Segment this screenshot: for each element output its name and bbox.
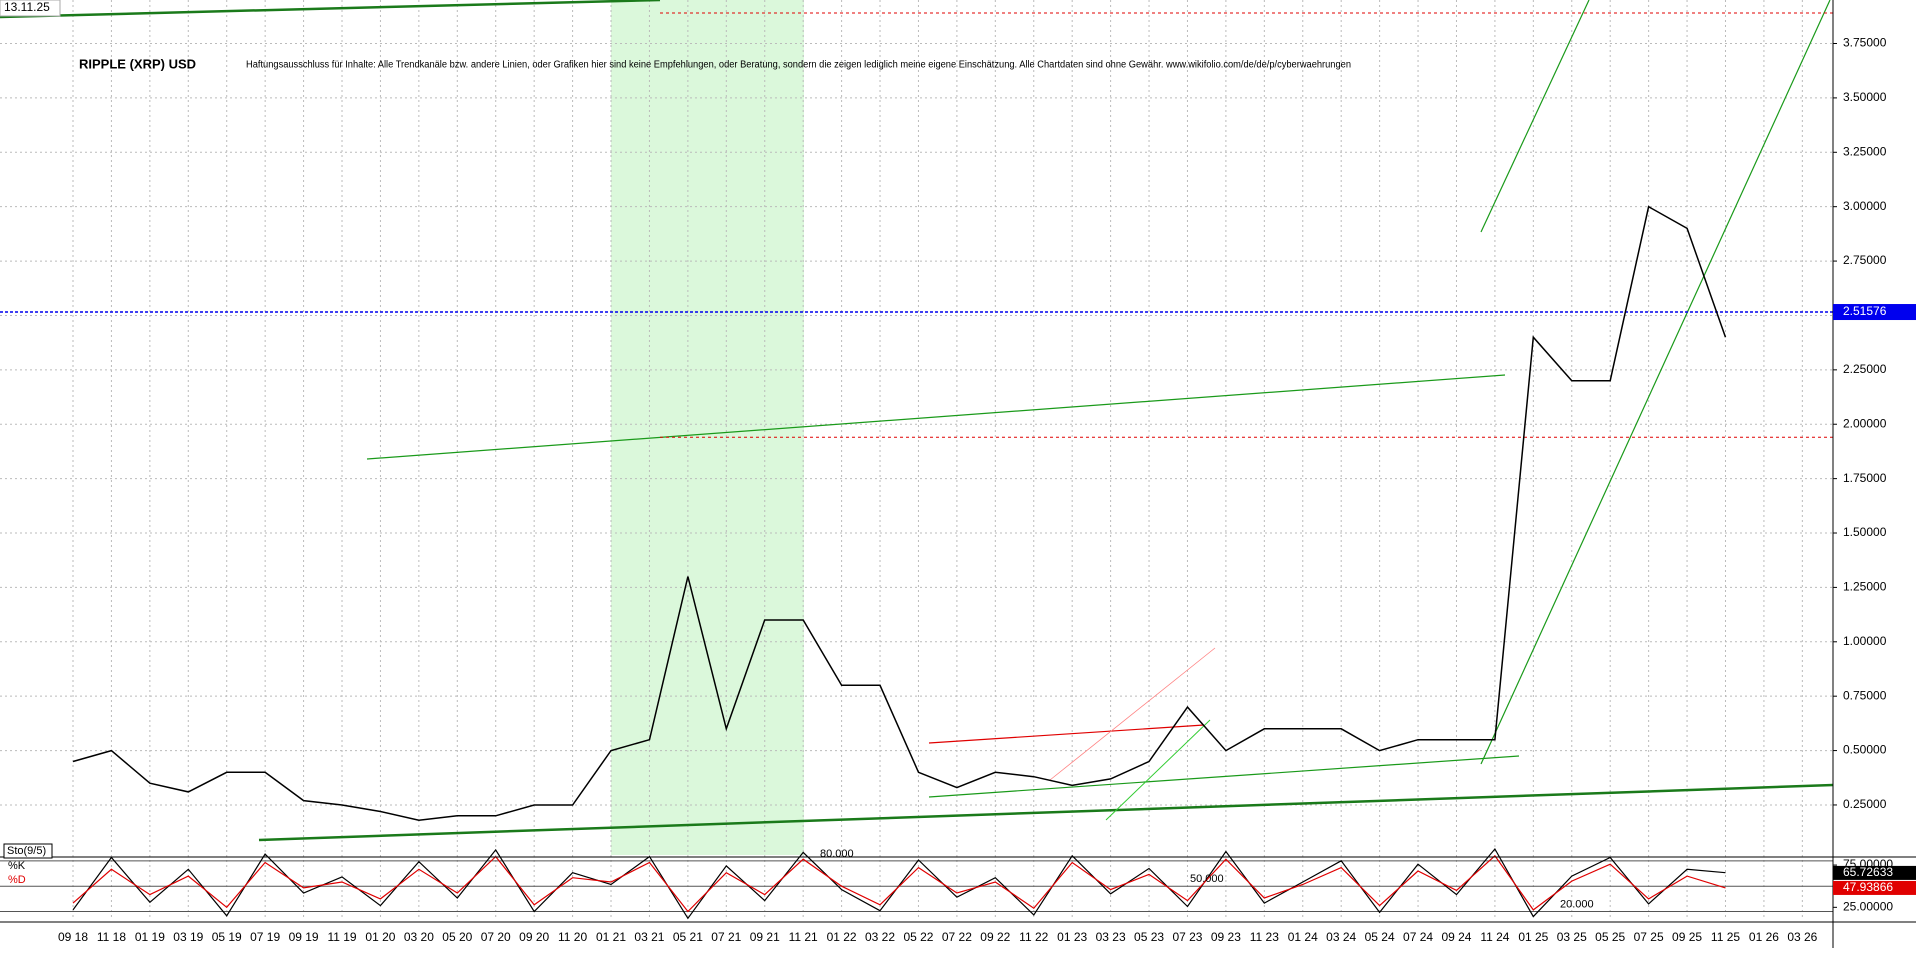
trend-line [928,755,1520,798]
chart-title: RIPPLE (XRP) USD [79,56,196,71]
x-tick-label: 01 19 [135,930,165,944]
legend-label: %D [8,874,26,886]
y-tick-label: 2.25000 [1843,362,1887,376]
x-tick-label: 01 22 [827,930,857,944]
readout-label: 65.72633 [1843,865,1893,879]
x-tick-label: 09 24 [1441,930,1471,944]
readout-label: 47.93866 [1843,880,1893,894]
x-tick-label: 09 20 [519,930,549,944]
x-tick-label: 05 19 [212,930,242,944]
y-tick-label: 1.25000 [1843,580,1887,594]
x-tick-label: 01 23 [1057,930,1087,944]
trend-lines [0,0,1834,842]
x-tick-label: 07 25 [1634,930,1664,944]
x-tick-label: 11 22 [1019,930,1048,944]
x-tick-label: 11 18 [97,930,126,944]
x-tick-label: 03 19 [173,930,203,944]
x-tick-label: 03 24 [1326,930,1356,944]
x-tick-label: 07 21 [711,930,741,944]
x-tick-label: 01 20 [365,930,395,944]
trend-line [0,0,661,19]
y-tick-label: 3.00000 [1843,199,1887,213]
x-tick-label: 01 24 [1288,930,1318,944]
x-tick-label: 03 23 [1096,930,1126,944]
readout-box [1833,880,1916,895]
series-line [72,854,1726,913]
x-tick-label: 07 19 [250,930,280,944]
disclaimer: Haftungsausschluss für Inhalte: Alle Tre… [246,60,1351,71]
date-box [0,0,61,17]
x-tick-label: 09 22 [980,930,1010,944]
x-tick-label: 07 22 [942,930,972,944]
current-price-label: 2.51576 [1843,304,1887,318]
trend-line [1480,0,1831,765]
indicator-title: Sto(9/5) [7,845,46,857]
x-tick-label: 05 24 [1365,930,1395,944]
x-tick-label: 05 20 [442,930,472,944]
trend-line [258,783,1834,842]
x-tick-label: 05 21 [673,930,703,944]
x-tick-label: 11 23 [1250,930,1279,944]
x-tick-label: 11 21 [789,930,818,944]
x-tick-label: 01 26 [1749,930,1779,944]
x-tick-label: 11 24 [1480,930,1509,944]
x-tick-label: 03 21 [634,930,664,944]
x-tick-label: 05 23 [1134,930,1164,944]
legend-label: %K [8,860,26,872]
trend-line [1480,0,1590,233]
x-tick-label: 09 23 [1211,930,1241,944]
x-tick-label: 11 20 [558,930,587,944]
level-label: 50.000 [1190,873,1224,885]
x-tick-label: 03 26 [1787,930,1817,944]
x-tick-label: 09 19 [289,930,319,944]
series-line [72,847,1726,920]
plot [0,12,1833,920]
x-tick-label: 03 25 [1557,930,1587,944]
x-tick-label: 01 21 [596,930,626,944]
y-tick-label: 0.75000 [1843,688,1887,702]
trend-line [1105,719,1211,821]
readout-box [1833,865,1916,880]
date-label: 13.11.25 [4,0,50,14]
y-tick-label: 2.00000 [1843,416,1887,430]
price-line [72,205,1727,821]
highlight-zone [611,0,804,855]
x-tick-label: 05 25 [1595,930,1625,944]
x-tick-label: 03 20 [404,930,434,944]
x-tick-label: 01 25 [1518,930,1548,944]
y-tick-label: 0.50000 [1843,743,1887,757]
x-tick-label: 11 25 [1711,930,1740,944]
trend-line [1049,647,1216,781]
x-tick-label: 05 22 [903,930,933,944]
x-tick-label: 07 23 [1172,930,1202,944]
level-label: 80.000 [820,848,854,860]
y-tick-label: 3.50000 [1843,90,1887,104]
y-tick-label: 1.75000 [1843,471,1887,485]
y-tick-label: 0.25000 [1843,797,1887,811]
trend-line [366,374,1506,460]
y-tick-label: 1.50000 [1843,525,1887,539]
x-tick-label: 09 18 [58,930,88,944]
y-tick-label: 2.75000 [1843,253,1887,267]
x-tick-label: 03 22 [865,930,895,944]
level-label: 20.000 [1560,898,1594,910]
current-price-box [1833,304,1916,321]
x-tick-label: 11 19 [327,930,356,944]
x-tick-label: 07 24 [1403,930,1433,944]
x-tick-label: 09 25 [1672,930,1702,944]
y-tick-label: 25.00000 [1843,899,1893,913]
x-tick-label: 09 21 [750,930,780,944]
y-tick-label: 1.00000 [1843,634,1887,648]
grid [0,0,1833,920]
x-tick-label: 07 20 [481,930,511,944]
y-tick-label: 3.75000 [1843,36,1887,50]
trend-line [928,724,1205,744]
indicator-box [3,843,53,859]
y-tick-label: 3.25000 [1843,144,1887,158]
